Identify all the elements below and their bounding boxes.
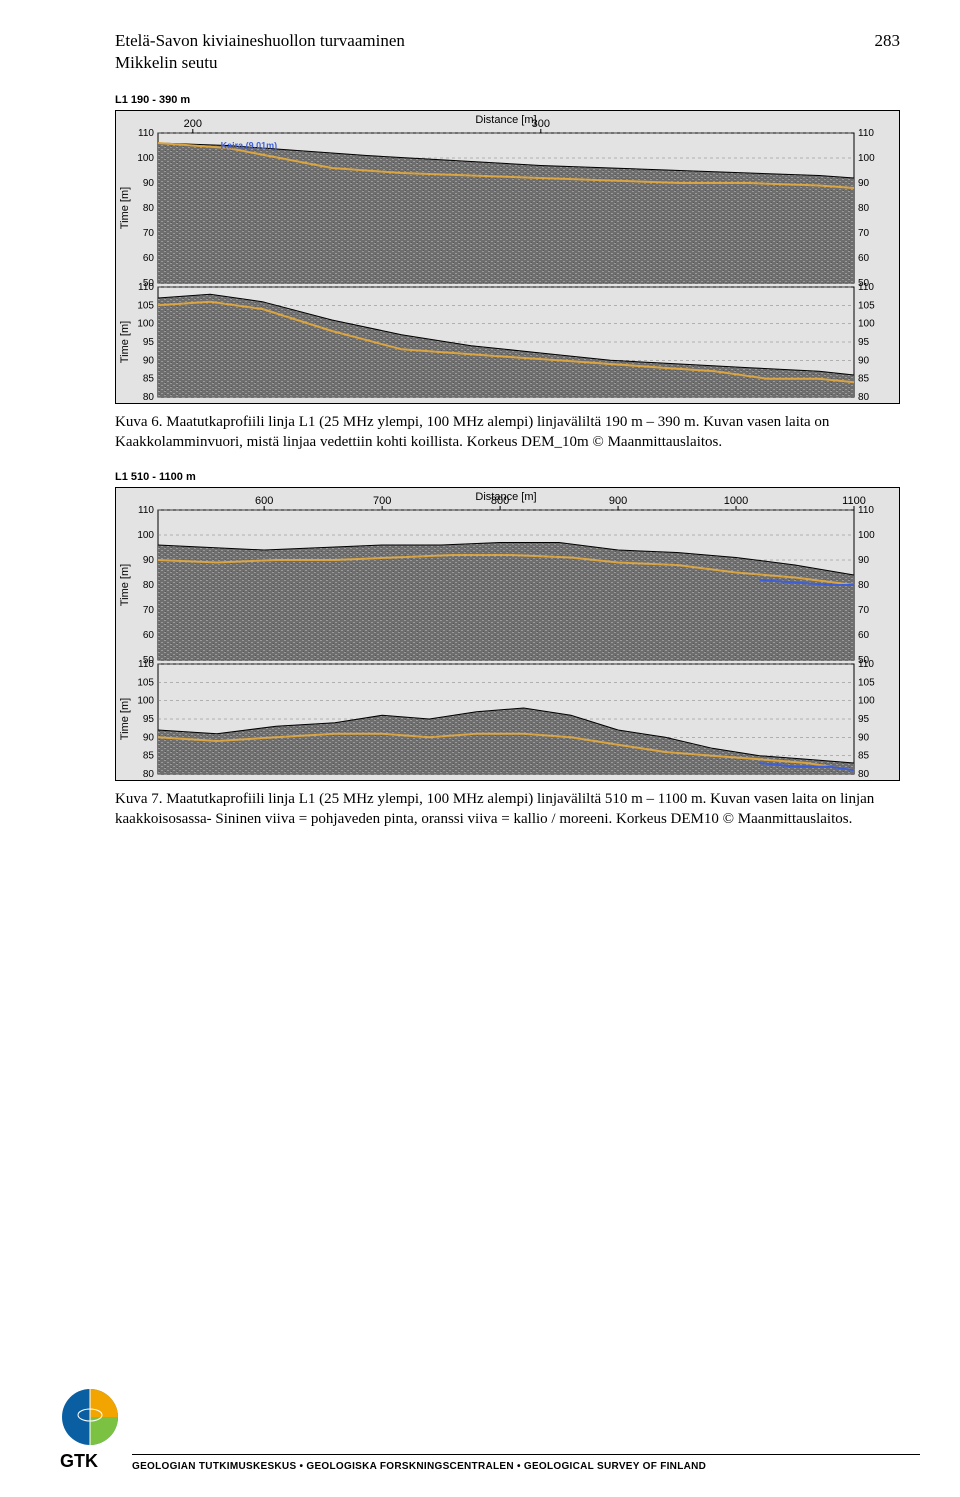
- svg-text:700: 700: [373, 495, 391, 507]
- profile-1: L1 190 - 390 m Distance [m] 200 300 110 110 1…: [115, 94, 900, 404]
- svg-text:60: 60: [143, 253, 155, 264]
- caption-1: Kuva 6. Maatutkaprofiili linja L1 (25 MH…: [115, 412, 900, 453]
- svg-text:70: 70: [858, 605, 870, 616]
- gtk-logo-icon: [60, 1387, 120, 1447]
- svg-text:85: 85: [858, 374, 870, 385]
- svg-text:90: 90: [858, 732, 870, 743]
- page-footer: GTK GEOLOGIAN TUTKIMUSKESKUS • GEOLOGISK…: [60, 1387, 920, 1472]
- profile-1-label: L1 190 - 390 m: [115, 94, 900, 106]
- svg-text:100: 100: [137, 695, 154, 706]
- svg-text:85: 85: [858, 750, 870, 761]
- svg-text:110: 110: [138, 282, 154, 293]
- header-title: Etelä-Savon kiviaineshuollon turvaaminen…: [115, 30, 405, 74]
- footer-gtk-text: GTK: [60, 1451, 132, 1472]
- svg-text:Distance [m]: Distance [m]: [475, 114, 536, 126]
- profile-2-charts: Distance [m]6007008009001000110011011010…: [115, 487, 900, 781]
- svg-text:80: 80: [143, 769, 155, 780]
- svg-text:70: 70: [143, 228, 155, 239]
- svg-text:80: 80: [858, 580, 870, 591]
- profile-2-label: L1 510 - 1100 m: [115, 471, 900, 483]
- svg-text:100: 100: [858, 319, 875, 330]
- svg-text:95: 95: [143, 337, 155, 348]
- svg-text:80: 80: [143, 203, 155, 214]
- svg-text:110: 110: [858, 282, 874, 293]
- svg-text:95: 95: [143, 714, 155, 725]
- svg-text:Kaira (9.01m): Kaira (9.01m): [221, 141, 278, 151]
- svg-text:80: 80: [858, 769, 870, 780]
- svg-text:90: 90: [858, 356, 870, 367]
- svg-text:90: 90: [143, 356, 155, 367]
- svg-text:300: 300: [532, 118, 550, 130]
- footer-logo-block: GTK: [60, 1387, 132, 1472]
- svg-text:100: 100: [137, 319, 154, 330]
- svg-text:1000: 1000: [724, 495, 748, 507]
- svg-text:900: 900: [609, 495, 627, 507]
- svg-text:95: 95: [858, 337, 870, 348]
- svg-text:200: 200: [184, 118, 202, 130]
- header-line1: Etelä-Savon kiviaineshuollon turvaaminen: [115, 31, 405, 50]
- page-number: 283: [875, 30, 901, 74]
- caption-2: Kuva 7. Maatutkaprofiili linja L1 (25 MH…: [115, 789, 900, 830]
- svg-text:60: 60: [858, 630, 870, 641]
- svg-text:Time [m]: Time [m]: [119, 187, 131, 229]
- svg-text:100: 100: [858, 695, 875, 706]
- svg-text:105: 105: [137, 677, 154, 688]
- footer-institutions: GEOLOGIAN TUTKIMUSKESKUS • GEOLOGISKA FO…: [132, 1454, 920, 1472]
- svg-text:85: 85: [143, 750, 155, 761]
- svg-text:80: 80: [858, 203, 870, 214]
- svg-text:Time [m]: Time [m]: [119, 698, 131, 740]
- svg-text:80: 80: [143, 580, 155, 591]
- svg-text:100: 100: [858, 530, 875, 541]
- svg-text:90: 90: [858, 555, 870, 566]
- page-header: Etelä-Savon kiviaineshuollon turvaaminen…: [115, 30, 900, 74]
- svg-text:105: 105: [137, 301, 154, 312]
- svg-text:95: 95: [858, 714, 870, 725]
- svg-text:90: 90: [143, 732, 155, 743]
- svg-text:80: 80: [858, 392, 870, 403]
- svg-text:105: 105: [858, 301, 875, 312]
- svg-text:105: 105: [858, 677, 875, 688]
- svg-text:90: 90: [143, 178, 155, 189]
- svg-text:80: 80: [143, 392, 155, 403]
- svg-text:100: 100: [137, 153, 154, 164]
- svg-text:100: 100: [858, 153, 875, 164]
- svg-text:70: 70: [858, 228, 870, 239]
- svg-text:110: 110: [138, 659, 154, 670]
- svg-text:110: 110: [858, 659, 874, 670]
- profile-1-charts: Distance [m] 200 300 110 110 100 100 90 90 80 80 70…: [115, 110, 900, 404]
- svg-text:100: 100: [137, 530, 154, 541]
- profile-2: L1 510 - 1100 m Distance [m]600700800900…: [115, 471, 900, 781]
- svg-text:85: 85: [143, 374, 155, 385]
- svg-text:90: 90: [143, 555, 155, 566]
- svg-text:110: 110: [858, 128, 874, 139]
- svg-text:70: 70: [143, 605, 155, 616]
- header-line2: Mikkelin seutu: [115, 53, 217, 72]
- svg-text:110: 110: [138, 128, 154, 139]
- svg-text:90: 90: [858, 178, 870, 189]
- svg-text:110: 110: [858, 505, 874, 516]
- svg-text:110: 110: [138, 505, 154, 516]
- svg-text:600: 600: [255, 495, 273, 507]
- svg-text:Time [m]: Time [m]: [119, 321, 131, 363]
- svg-text:60: 60: [143, 630, 155, 641]
- svg-text:60: 60: [858, 253, 870, 264]
- svg-text:800: 800: [491, 495, 509, 507]
- svg-text:Time [m]: Time [m]: [119, 564, 131, 606]
